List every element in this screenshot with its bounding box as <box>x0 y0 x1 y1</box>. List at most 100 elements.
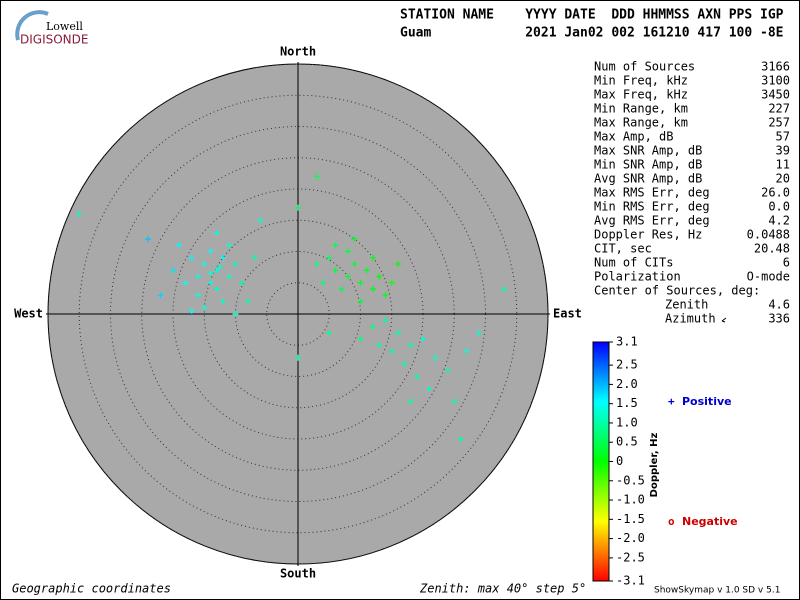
source-point <box>395 329 401 336</box>
source-point <box>201 261 208 267</box>
dir-label: North <box>280 45 316 59</box>
stat-label: Avg RMS Err, deg <box>594 214 710 228</box>
source-point <box>76 211 83 217</box>
colorbar-tick-label: 0 <box>616 454 623 468</box>
colorbar-tick-label: -0.5 <box>616 473 645 487</box>
source-point <box>238 279 245 286</box>
source-point <box>407 398 414 405</box>
source-point <box>232 311 239 317</box>
stat-label: Doppler Res, Hz <box>594 228 702 242</box>
stat-label: Min SNR Amp, dB <box>594 158 702 172</box>
stat-value: 227 <box>768 102 790 116</box>
source-point <box>207 248 214 255</box>
source-point <box>351 261 358 267</box>
source-point <box>501 286 508 292</box>
source-point <box>213 229 220 236</box>
legend-symbol: o <box>668 515 675 528</box>
stat-label: Avg SNR Amp, dB <box>594 172 702 186</box>
colorbar-tick-label: 1.0 <box>616 415 638 429</box>
stat-label: Max Freq, kHz <box>594 88 688 102</box>
dir-label: South <box>280 567 316 581</box>
stat-label: Polarization <box>594 270 681 284</box>
source-point <box>413 373 420 380</box>
source-point <box>476 329 483 336</box>
colorbar <box>592 341 610 582</box>
source-point <box>426 386 433 392</box>
source-point <box>145 236 151 242</box>
azimuth-icon <box>721 317 727 323</box>
source-point <box>338 286 345 292</box>
source-point <box>357 298 364 305</box>
stat-value: 0.0488 <box>747 228 790 242</box>
stat-label: Min Freq, kHz <box>594 74 688 88</box>
source-point <box>326 329 333 336</box>
stat-label: Azimuth <box>665 312 716 326</box>
stat-value: 3100 <box>761 74 790 88</box>
source-point <box>257 217 264 224</box>
source-point <box>376 342 383 349</box>
source-point <box>345 273 351 280</box>
header-row: Guam 2021 Jan02 002 161210 417 100 -8E <box>400 26 784 41</box>
source-point <box>320 279 326 286</box>
colorbar-tick-label: -2.5 <box>616 550 645 564</box>
source-point <box>213 267 220 274</box>
colorbar-label: Doppler, Hz <box>649 433 660 498</box>
source-point <box>332 267 339 274</box>
source-point <box>463 348 470 355</box>
source-point <box>332 242 339 249</box>
legend-name: Negative <box>682 515 738 528</box>
source-point <box>226 242 233 249</box>
stat-label: Min Range, km <box>594 102 688 116</box>
dir-label: East <box>553 307 582 321</box>
source-point <box>170 267 176 274</box>
stat-value: 11 <box>776 158 790 172</box>
logo-top: Lowell <box>46 20 83 33</box>
colorbar-tick-label: 3.1 <box>616 335 638 349</box>
source-point <box>432 354 439 361</box>
stat-label: Min RMS Err, deg <box>594 200 710 214</box>
source-point <box>388 279 395 286</box>
stat-value: 26.0 <box>761 186 790 200</box>
source-point <box>370 323 376 330</box>
colorbar-tick-label: 2.5 <box>616 358 638 372</box>
source-point <box>407 342 414 349</box>
source-point <box>157 292 164 299</box>
source-point <box>457 436 464 442</box>
stat-label: Num of Sources <box>594 60 695 74</box>
source-point <box>195 273 201 280</box>
header-row: STATION NAME YYYY DATE DDD HHMMSS AXN PP… <box>400 8 784 23</box>
stat-value: 257 <box>768 116 790 130</box>
source-point <box>351 236 358 242</box>
source-point <box>395 261 401 267</box>
colorbar-tick-label: 2.0 <box>616 377 638 391</box>
stat-value: 57 <box>776 130 790 144</box>
source-point <box>376 273 383 280</box>
stat-label: Center of Sources, deg: <box>594 284 760 298</box>
stat-value: O-mode <box>747 270 790 284</box>
stat-value: 6 <box>783 256 790 270</box>
source-point <box>232 261 239 267</box>
legend-name: Positive <box>682 395 732 408</box>
stat-label: Max SNR Amp, dB <box>594 144 702 158</box>
source-point <box>220 298 226 305</box>
colorbar-tick-label: -1.5 <box>616 512 645 526</box>
source-point <box>245 298 251 305</box>
source-point <box>295 204 301 211</box>
logo-bottom: DIGISONDE <box>20 33 88 47</box>
source-point <box>188 254 195 261</box>
legend-symbol: + <box>668 395 675 408</box>
colorbar-tick-label: 1.5 <box>616 396 638 410</box>
source-point <box>216 264 223 271</box>
colorbar-tick-label: -1.0 <box>616 493 645 507</box>
source-point <box>313 261 320 267</box>
source-point <box>401 361 408 367</box>
source-point <box>382 292 389 299</box>
stat-label: Num of CITs <box>594 256 673 270</box>
stat-value: 3166 <box>761 60 790 74</box>
stat-value: 20 <box>776 172 790 186</box>
source-point <box>370 286 376 292</box>
source-point <box>357 279 364 286</box>
stat-label: Max RMS Err, deg <box>594 186 710 200</box>
source-point <box>313 173 320 180</box>
source-point <box>207 270 214 277</box>
